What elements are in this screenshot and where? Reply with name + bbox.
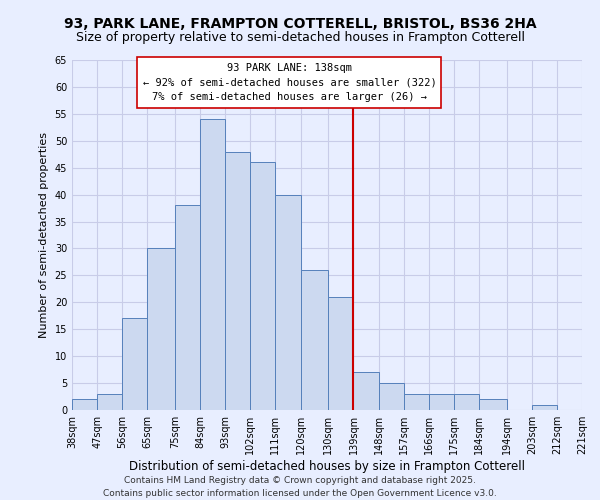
- Y-axis label: Number of semi-detached properties: Number of semi-detached properties: [39, 132, 49, 338]
- Text: Size of property relative to semi-detached houses in Frampton Cotterell: Size of property relative to semi-detach…: [76, 31, 524, 44]
- Bar: [429, 394, 454, 410]
- X-axis label: Distribution of semi-detached houses by size in Frampton Cotterell: Distribution of semi-detached houses by …: [129, 460, 525, 473]
- Bar: [225, 152, 250, 410]
- Bar: [275, 194, 301, 410]
- Text: 93, PARK LANE, FRAMPTON COTTERELL, BRISTOL, BS36 2HA: 93, PARK LANE, FRAMPTON COTTERELL, BRIST…: [64, 18, 536, 32]
- Bar: [200, 119, 225, 410]
- Bar: [301, 270, 328, 410]
- Bar: [175, 206, 200, 410]
- Text: Contains HM Land Registry data © Crown copyright and database right 2025.
Contai: Contains HM Land Registry data © Crown c…: [103, 476, 497, 498]
- Bar: [404, 394, 429, 410]
- Bar: [97, 394, 122, 410]
- Bar: [379, 383, 404, 410]
- Bar: [250, 162, 275, 410]
- Text: 93 PARK LANE: 138sqm
← 92% of semi-detached houses are smaller (322)
7% of semi-: 93 PARK LANE: 138sqm ← 92% of semi-detac…: [143, 62, 436, 102]
- Bar: [122, 318, 147, 410]
- Bar: [72, 399, 97, 410]
- Bar: [147, 248, 175, 410]
- Bar: [454, 394, 479, 410]
- Bar: [353, 372, 379, 410]
- Bar: [328, 297, 353, 410]
- Bar: [479, 399, 507, 410]
- Bar: [532, 404, 557, 410]
